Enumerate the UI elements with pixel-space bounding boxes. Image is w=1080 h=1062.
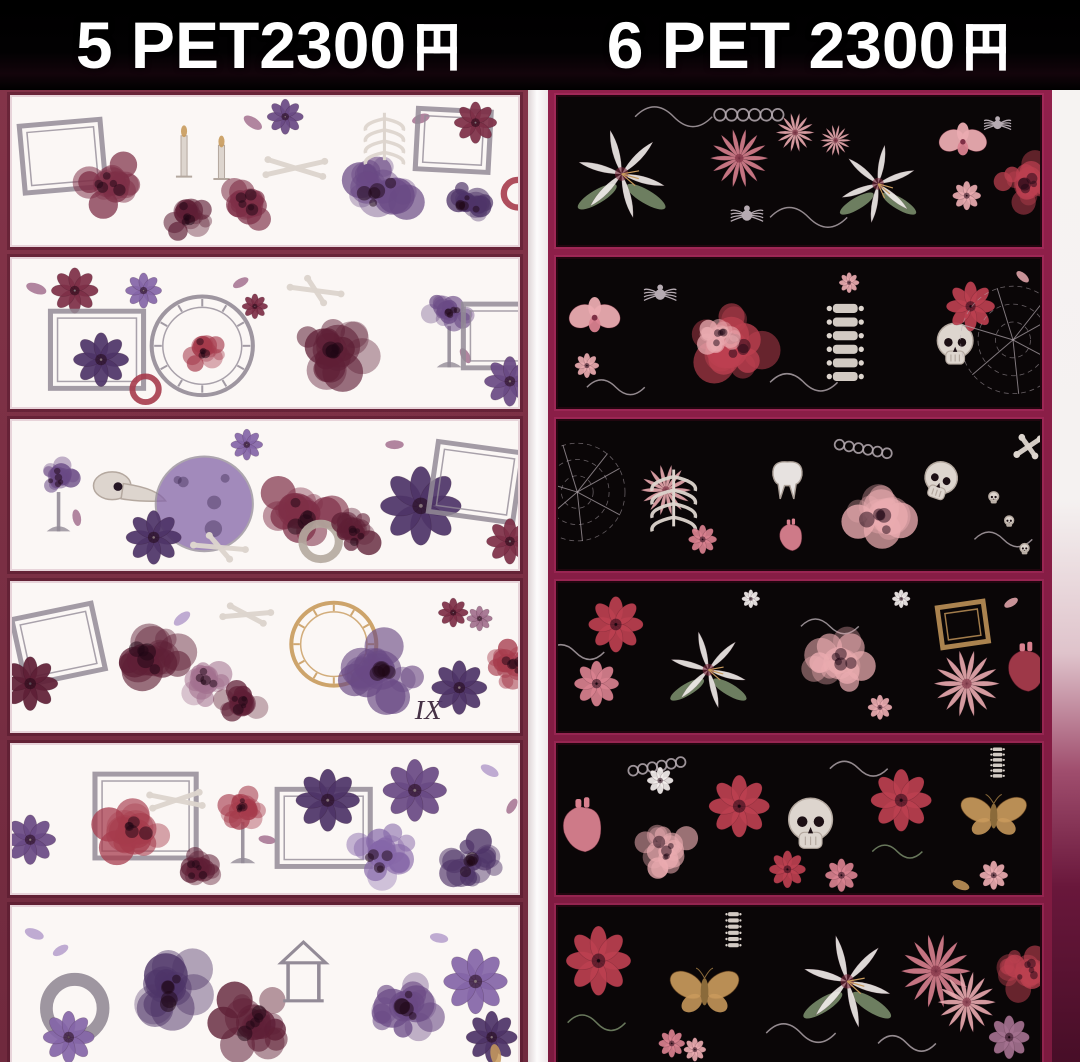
yen-kanji-icon <box>417 24 457 71</box>
price-header-left: 5 PET2300 <box>0 0 540 90</box>
tape-strip-left-6 <box>12 907 518 1062</box>
price-label-right-text: 6 PET 2300 <box>606 8 956 82</box>
tape-strip-right-3 <box>558 421 1040 569</box>
price-label-left: 5 PET2300 <box>76 7 464 83</box>
tape-strip-left-4: IX <box>12 583 518 731</box>
price-header-right: 6 PET 2300 <box>540 0 1080 90</box>
price-label-right: 6 PET 2300 <box>607 7 1014 83</box>
tape-strip-left-2 <box>12 259 518 407</box>
tape-strip-left-1 <box>12 97 518 245</box>
body: IX <box>0 90 1080 1062</box>
tape-column-right <box>548 90 1052 1062</box>
price-header: 5 PET2300 6 PET 2300 <box>0 0 1080 90</box>
tape-strip-right-5 <box>558 745 1040 893</box>
right-edge-band <box>1052 90 1080 1062</box>
tape-strip-right-1 <box>558 97 1040 245</box>
svg-text:IX: IX <box>414 695 443 726</box>
column-divider <box>528 90 548 1062</box>
tape-strip-right-4 <box>558 583 1040 731</box>
price-label-left-text: 5 PET2300 <box>75 8 407 82</box>
yen-kanji-icon <box>966 24 1007 71</box>
tape-column-left: IX <box>0 90 528 1062</box>
tape-strip-left-3 <box>12 421 518 569</box>
tape-strip-right-6 <box>558 907 1040 1062</box>
tape-strip-left-5 <box>12 745 518 893</box>
tape-strip-right-2 <box>558 259 1040 407</box>
